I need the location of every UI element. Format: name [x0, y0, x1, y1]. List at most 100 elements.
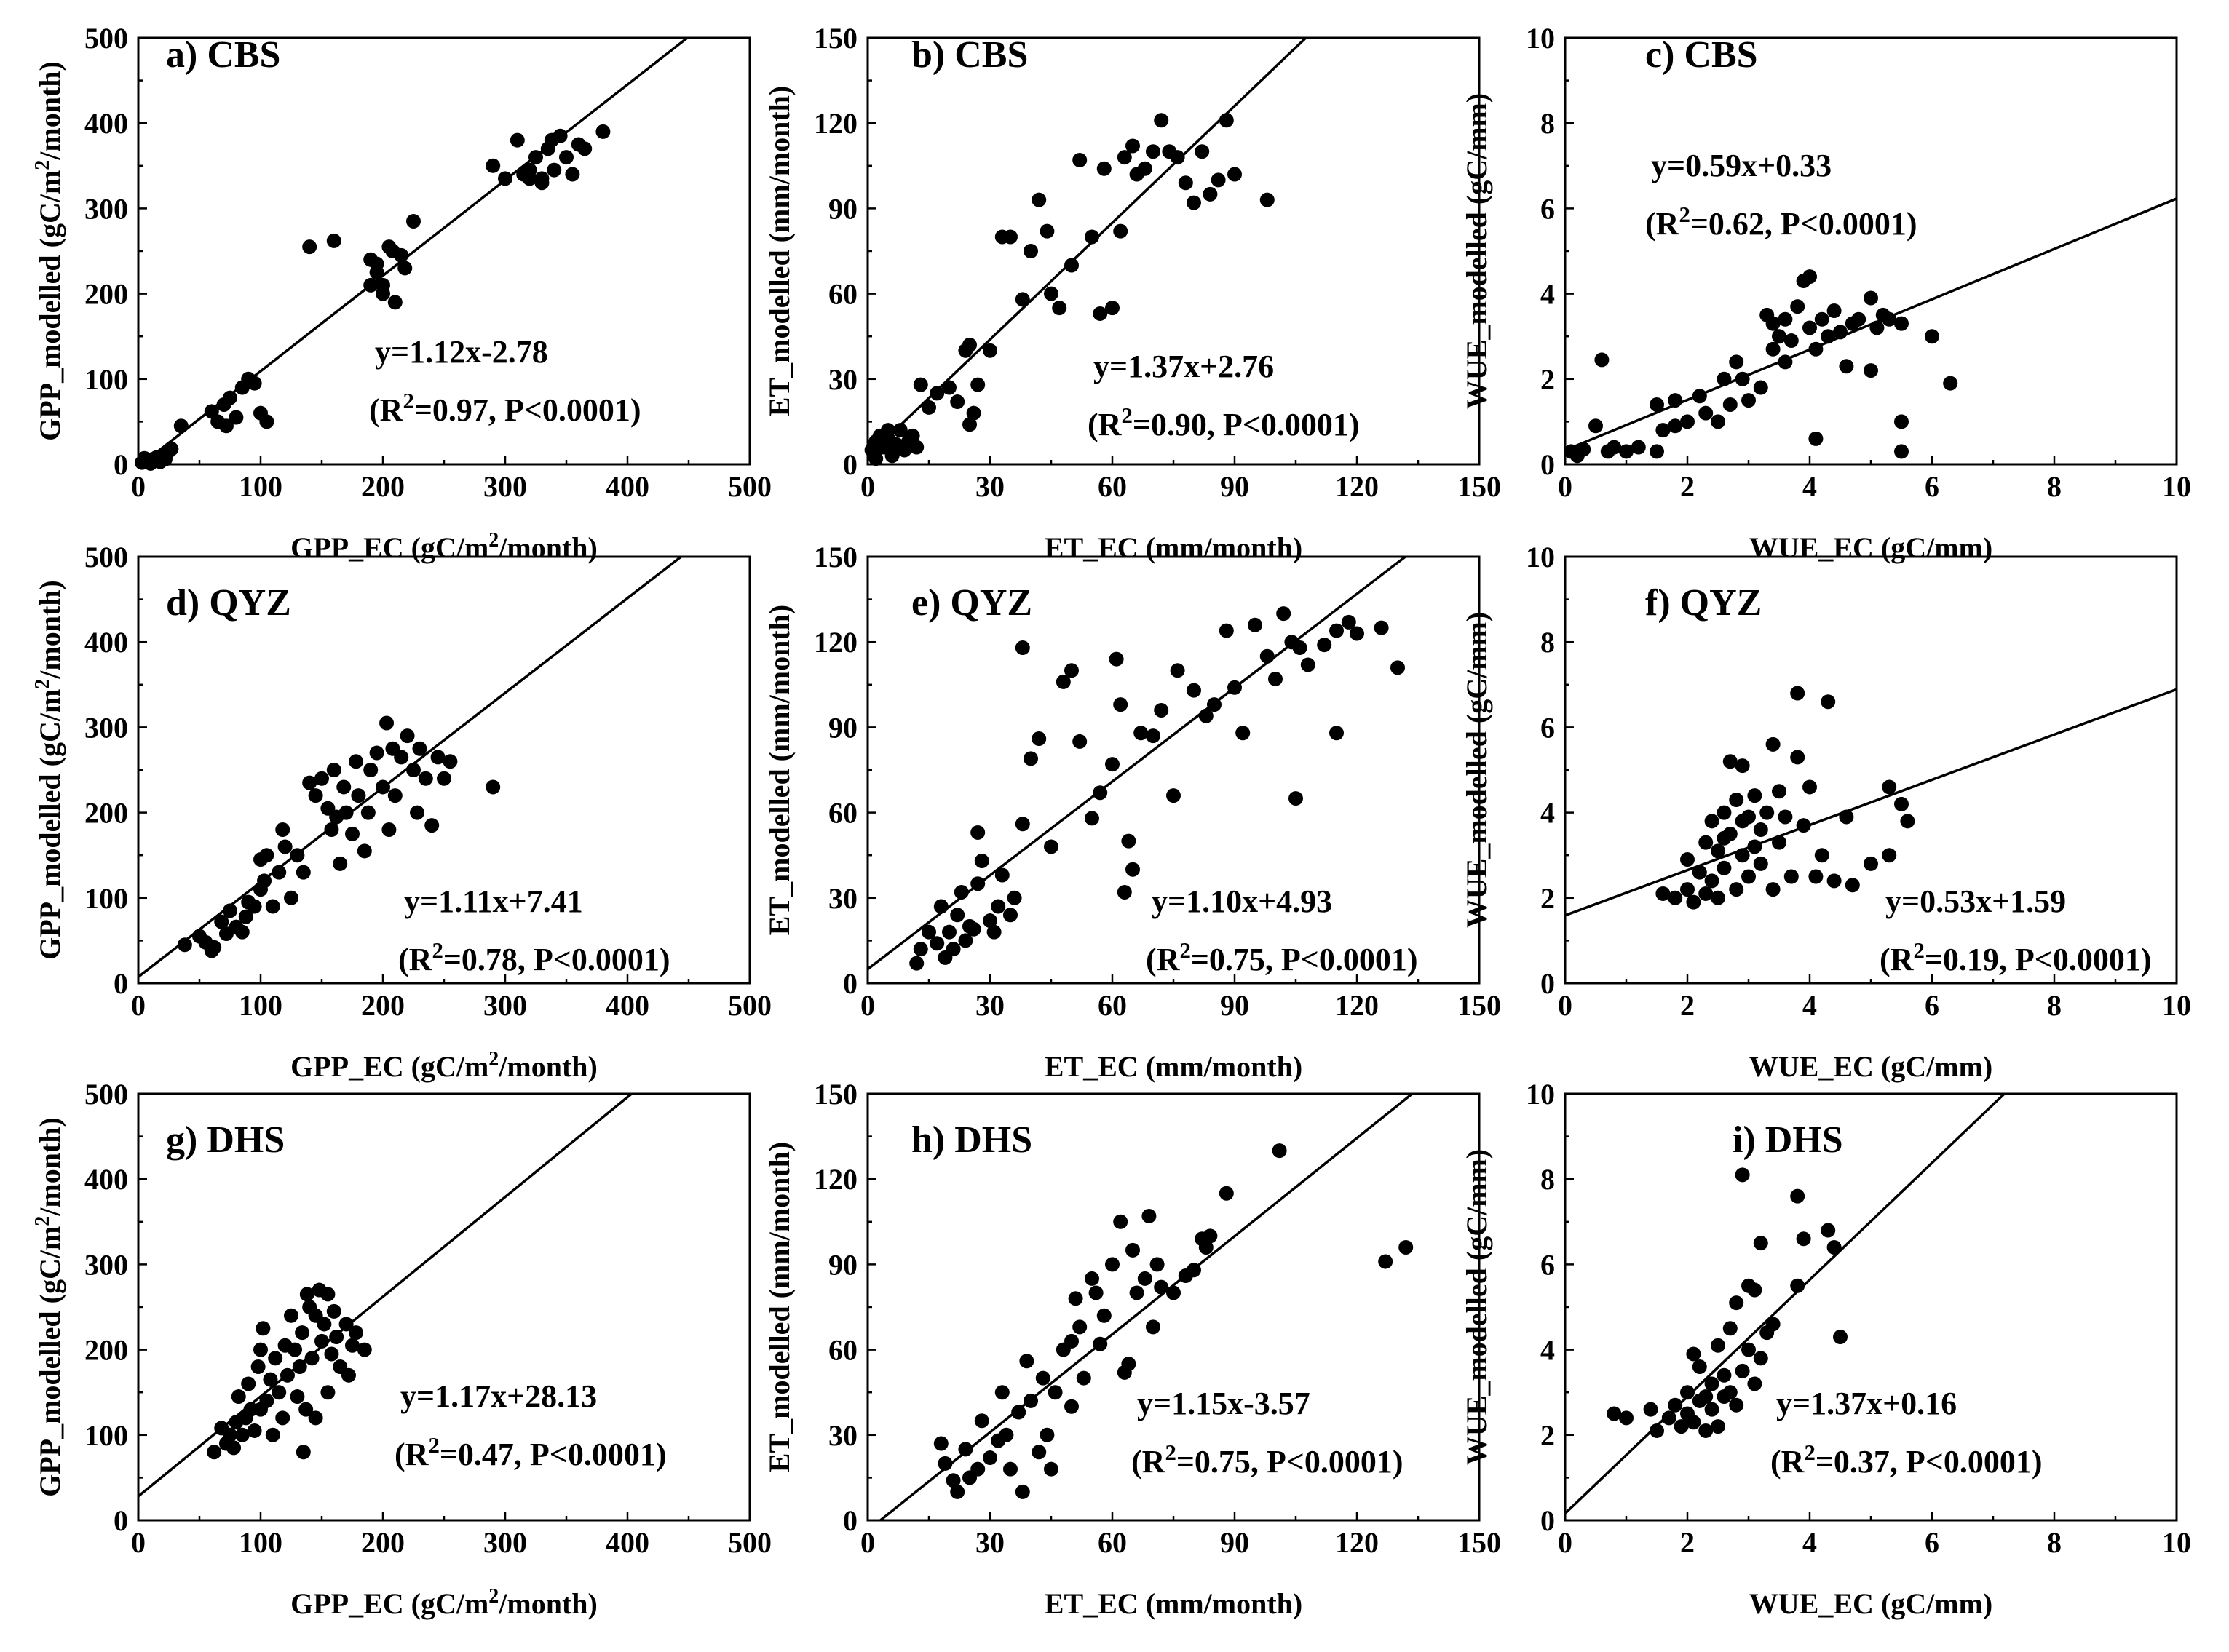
data-point	[1093, 785, 1108, 801]
data-point	[1003, 1461, 1018, 1477]
panel-title: e) QYZ	[911, 582, 1032, 624]
x-tick-label: 0	[860, 989, 875, 1022]
x-tick-label: 6	[1925, 989, 1939, 1022]
data-point	[1753, 1351, 1768, 1366]
data-point	[1722, 1385, 1738, 1400]
data-point	[1864, 290, 1878, 306]
data-point	[950, 394, 965, 410]
data-point	[1594, 352, 1610, 368]
data-point	[1661, 1410, 1676, 1426]
data-point	[412, 741, 427, 756]
data-point	[292, 1359, 307, 1375]
x-tick-label: 2	[1680, 1526, 1695, 1559]
data-point	[1024, 751, 1038, 766]
x-tick-label: 150	[1457, 470, 1501, 503]
data-point	[966, 921, 981, 937]
x-tick-label: 200	[361, 989, 405, 1022]
data-point	[376, 779, 390, 795]
regression-equation: y=1.12x-2.78	[375, 334, 548, 370]
data-point	[275, 822, 290, 838]
data-point	[275, 1410, 290, 1426]
data-point	[1772, 835, 1786, 850]
data-point	[547, 162, 562, 178]
y-tick-label: 6	[1540, 192, 1555, 225]
data-point	[1072, 1319, 1088, 1335]
data-point	[1821, 329, 1836, 344]
data-point	[1146, 1319, 1160, 1335]
data-point	[1117, 884, 1132, 900]
data-point	[486, 158, 501, 173]
data-point	[341, 1367, 356, 1383]
data-point	[1668, 1397, 1683, 1413]
data-point	[1137, 1271, 1152, 1286]
data-point	[1129, 1285, 1144, 1300]
data-point	[1680, 882, 1695, 897]
x-tick-label: 4	[1802, 989, 1817, 1022]
data-point	[296, 1445, 311, 1460]
y-tick-label: 150	[814, 541, 858, 573]
data-point	[345, 1338, 360, 1353]
y-axis-label: WUE_modelled (gC/mm)	[1460, 1149, 1493, 1465]
data-point	[1109, 651, 1124, 667]
x-tick-label: 500	[728, 470, 772, 503]
data-point	[1826, 303, 1842, 319]
data-point	[223, 390, 237, 405]
data-point	[1203, 186, 1218, 202]
data-point	[954, 884, 969, 900]
x-tick-label: 8	[2047, 470, 2062, 503]
data-point	[1576, 442, 1591, 457]
data-point	[1826, 1239, 1842, 1255]
regression-equation: y=0.59x+0.33	[1651, 148, 1832, 183]
y-tick-label: 90	[828, 711, 858, 744]
data-point	[1796, 1231, 1811, 1247]
data-point	[1735, 371, 1750, 386]
data-point	[1064, 663, 1079, 678]
y-axis-label: ET_modelled (mm/month)	[763, 86, 796, 416]
data-point	[410, 805, 425, 820]
data-point	[1187, 683, 1201, 698]
x-tick-label: 60	[1098, 470, 1127, 503]
data-point	[1187, 1263, 1201, 1278]
y-tick-label: 0	[843, 1504, 858, 1537]
data-point	[913, 942, 928, 957]
panel-a: 0 100 200 300 400 500 0 100 200 300 400 500 GPP_EC (…	[31, 22, 772, 564]
data-point	[974, 854, 989, 869]
data-point	[1085, 811, 1099, 826]
data-point	[1765, 341, 1781, 357]
y-tick-label: 100	[84, 1419, 128, 1452]
data-point	[1778, 809, 1793, 825]
data-point	[272, 1385, 287, 1400]
regression-stats: (R2=0.62, P<0.0001)	[1645, 202, 1917, 242]
x-tick-label: 2	[1680, 470, 1695, 503]
data-point	[357, 1342, 372, 1357]
y-tick-label: 500	[84, 541, 128, 573]
data-point	[1207, 697, 1222, 712]
data-point	[173, 418, 189, 434]
y-tick-label: 30	[828, 363, 858, 396]
y-tick-label: 90	[828, 1248, 858, 1281]
x-tick-label: 400	[606, 989, 649, 1022]
data-point	[1044, 839, 1058, 854]
data-point	[437, 771, 451, 786]
data-point	[357, 843, 372, 859]
data-point	[400, 728, 415, 744]
regression-equation: y=1.37x+2.76	[1093, 349, 1274, 384]
data-point	[983, 1450, 997, 1466]
data-point	[231, 1389, 246, 1405]
data-point	[1072, 152, 1088, 167]
data-point	[1619, 444, 1634, 459]
y-axis-label: GPP_modelled (gC/m2/month)	[31, 61, 67, 441]
data-point	[1692, 389, 1707, 404]
data-point	[1259, 192, 1275, 207]
regression-stats: (R2=0.37, P<0.0001)	[1770, 1440, 2043, 1480]
data-point	[1668, 393, 1683, 408]
data-point	[1765, 736, 1781, 752]
y-tick-label: 120	[814, 626, 858, 659]
data-point	[1015, 292, 1030, 307]
data-point	[1154, 113, 1169, 128]
data-point	[207, 940, 222, 955]
x-tick-label: 8	[2047, 989, 2062, 1022]
data-point	[1704, 1376, 1719, 1391]
data-point	[1722, 754, 1738, 769]
data-point	[302, 239, 317, 255]
